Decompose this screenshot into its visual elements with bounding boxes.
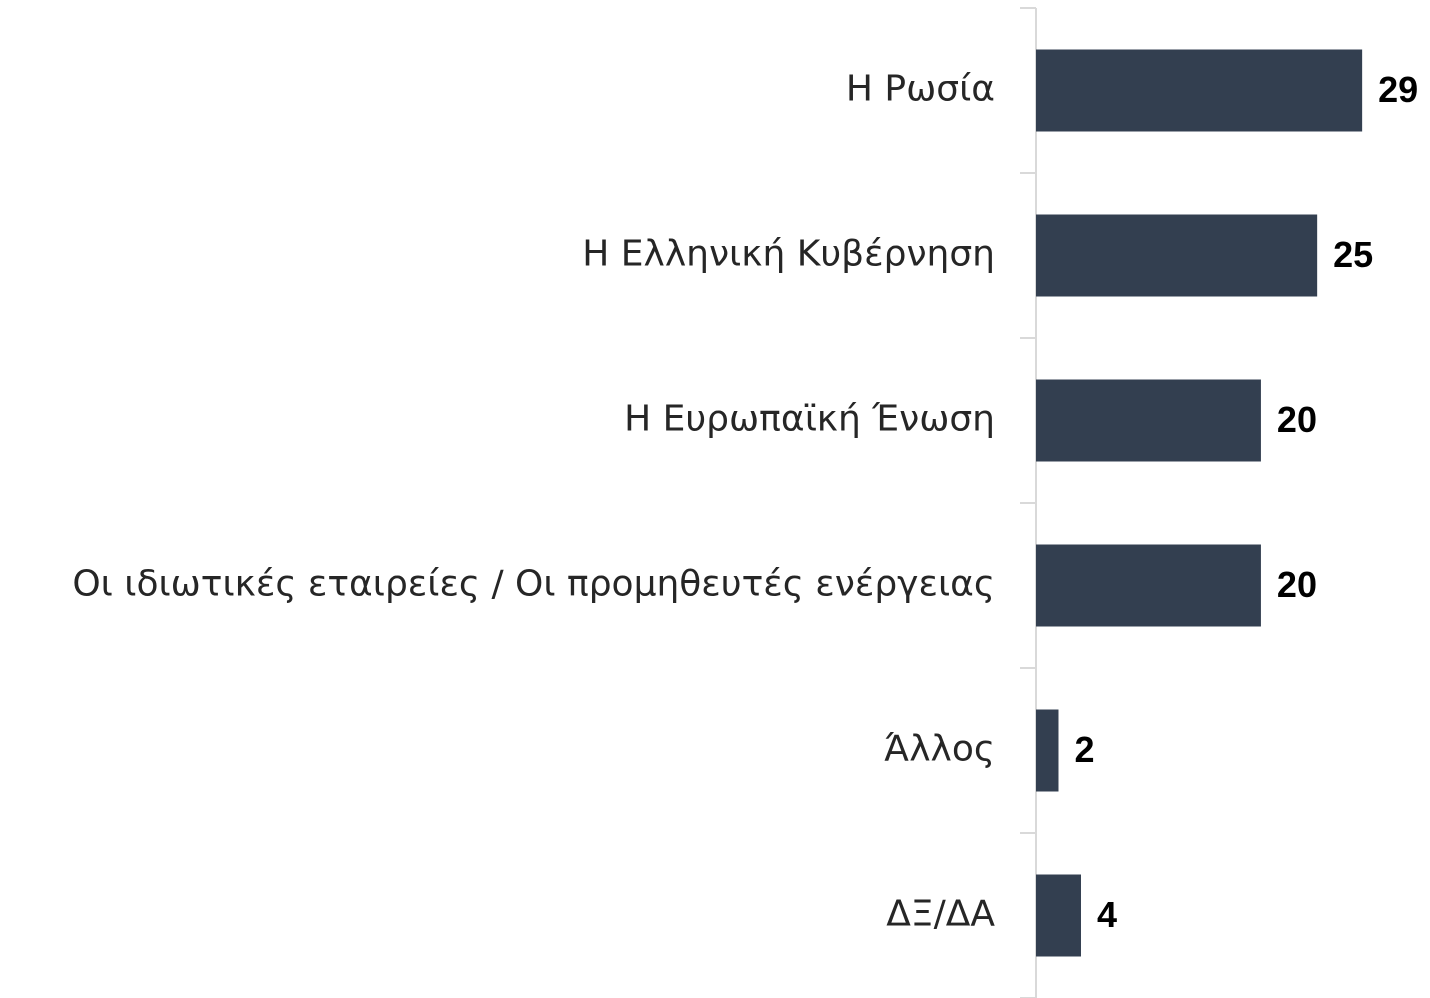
bar — [1036, 214, 1318, 297]
category-label: Η Ευρωπαϊκή Ένωση — [624, 399, 995, 440]
bar — [1036, 709, 1059, 792]
bar — [1036, 49, 1363, 132]
category-label: Οι ιδιωτικές εταιρείες / Οι προμηθευτές … — [72, 564, 995, 605]
value-label: 4 — [1097, 894, 1117, 935]
category-label: Η Ρωσία — [846, 69, 995, 110]
bar — [1036, 379, 1261, 462]
value-label: 2 — [1074, 729, 1094, 770]
bar — [1036, 874, 1081, 957]
value-label: 25 — [1333, 234, 1373, 275]
category-label: Άλλος — [884, 729, 995, 770]
value-label: 20 — [1277, 399, 1317, 440]
category-label: Η Ελληνική Κυβέρνηση — [582, 234, 995, 275]
value-label: 29 — [1378, 69, 1418, 110]
bar — [1036, 544, 1261, 627]
category-label: ΔΞ/ΔΑ — [886, 894, 995, 935]
value-label: 20 — [1277, 564, 1317, 605]
